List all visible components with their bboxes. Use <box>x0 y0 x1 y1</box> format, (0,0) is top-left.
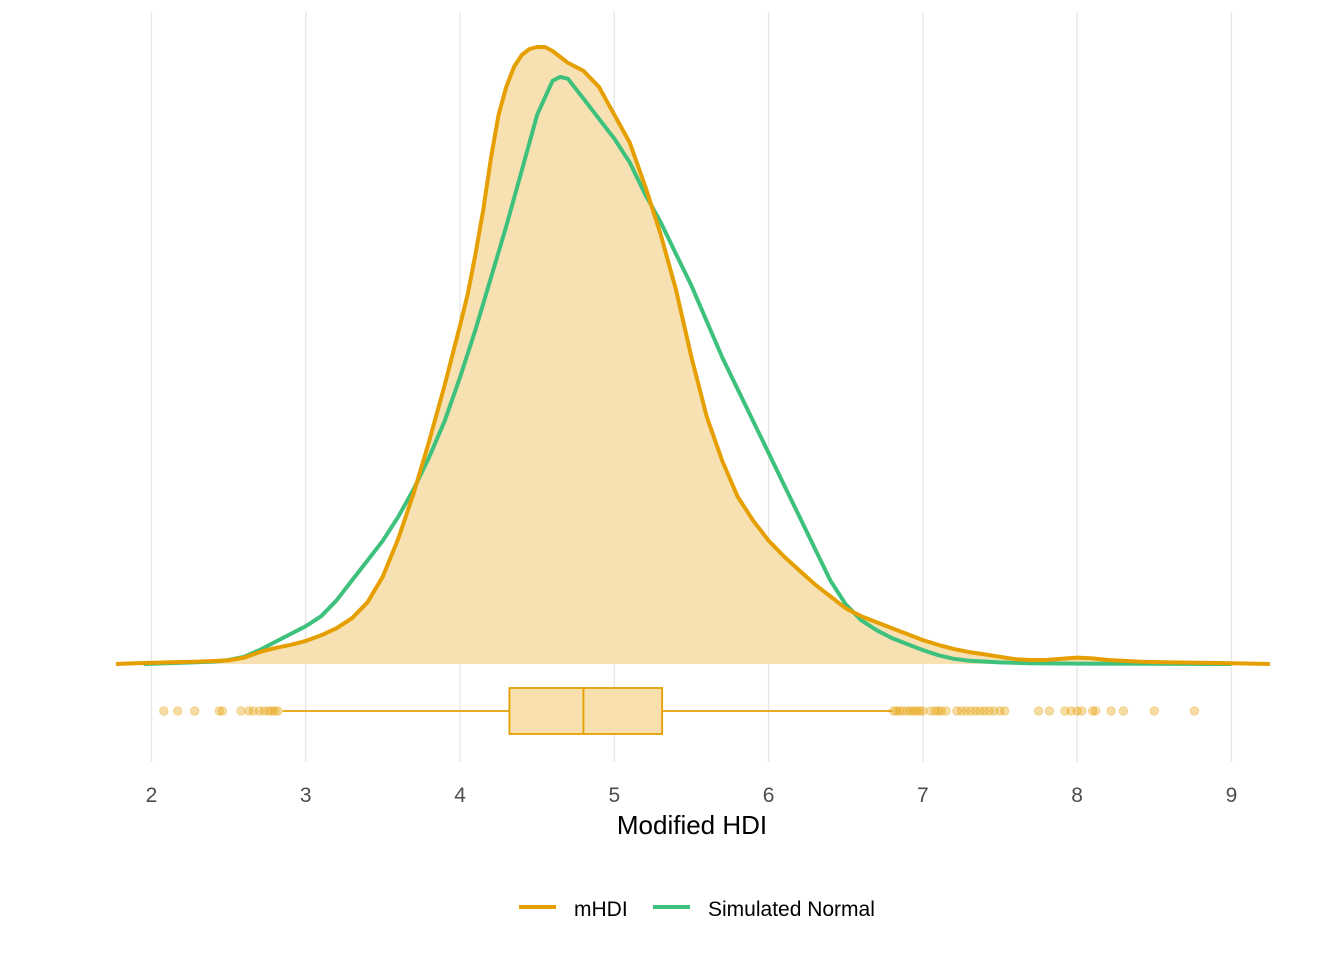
boxplot-outlier <box>270 706 280 716</box>
boxplot-outlier <box>984 706 994 716</box>
boxplot-outlier <box>891 706 902 716</box>
boxplot-outlier <box>908 706 919 716</box>
x-axis-ticks: 2 3 4 5 6 7 8 9 <box>146 784 1238 807</box>
boxplot-outlier <box>236 706 246 716</box>
boxplot-outlier <box>952 706 962 716</box>
density-layer <box>115 45 1271 666</box>
boxplot-outlier <box>1090 706 1101 716</box>
x-tick-label-7: 7 <box>917 784 929 807</box>
boxplot-outlier <box>248 706 259 716</box>
boxplot-outlier <box>961 706 971 716</box>
boxplot-outlier <box>217 706 228 716</box>
legend-label-mhdi: mHDI <box>574 898 628 921</box>
x-axis-title: Modified HDI <box>617 810 767 840</box>
boxplot-box <box>508 687 664 735</box>
boxplot-outlier <box>273 706 283 716</box>
boxplot-outlier <box>1066 706 1076 716</box>
boxplot-outlier <box>999 706 1010 716</box>
legend: mHDI Simulated Normal <box>519 898 875 921</box>
boxplot-outlier <box>979 706 990 716</box>
boxplot-outlier <box>189 706 200 716</box>
boxplot-outlier <box>936 706 947 716</box>
mhdi-density-area <box>116 47 1270 664</box>
boxplot-outlier <box>1033 706 1044 716</box>
boxplot-outlier <box>933 706 944 716</box>
boxplot-outlier <box>895 706 905 716</box>
boxplot-outlier <box>173 706 183 716</box>
boxplot-outlier <box>902 706 913 716</box>
boxplot-outlier <box>1106 706 1116 716</box>
x-tick-label-4: 4 <box>454 784 466 807</box>
boxplot-outlier <box>898 706 908 716</box>
boxplot-outlier <box>267 706 277 716</box>
mhdi-density-line <box>115 45 1271 666</box>
boxplot-outlier <box>159 706 169 716</box>
boxplot-outlier <box>1189 706 1200 716</box>
boxplot-outlier <box>1087 706 1098 716</box>
boxplot-outlier <box>254 706 265 716</box>
boxplot-outlier <box>989 706 999 716</box>
boxplot-outlier <box>1118 706 1129 716</box>
x-tick-label-2: 2 <box>146 784 158 807</box>
boxplot-outlier <box>1060 706 1070 716</box>
boxplot-outlier <box>1072 706 1082 716</box>
boxplot-outlier <box>925 706 936 716</box>
boxplot-outlier <box>966 706 976 716</box>
x-tick-label-9: 9 <box>1226 784 1238 807</box>
boxplot-outlier <box>975 706 985 716</box>
boxplot-outlier <box>243 706 254 716</box>
boxplot-outlier <box>259 706 269 716</box>
boxplot-outlier <box>1077 706 1087 716</box>
legend-label-simulated-normal: Simulated Normal <box>708 898 875 921</box>
x-tick-label-6: 6 <box>763 784 775 807</box>
x-tick-label-8: 8 <box>1071 784 1083 807</box>
boxplot-outlier <box>1044 706 1055 716</box>
simulated-normal-density-line <box>143 74 1232 666</box>
boxplot-outlier <box>912 706 922 716</box>
x-tick-label-3: 3 <box>300 784 312 807</box>
boxplot-outlier <box>1149 706 1159 716</box>
x-tick-label-5: 5 <box>608 784 620 807</box>
boxplot-outlier <box>970 706 981 716</box>
boxplot-outlier <box>905 706 916 716</box>
boxplot-outlier <box>995 706 1005 716</box>
boxplot-outlier <box>930 706 940 716</box>
boxplot-outlier <box>918 706 928 716</box>
boxplot-outlier <box>956 706 967 716</box>
boxplot-outlier <box>888 706 899 716</box>
boxplot-outlier <box>264 706 274 716</box>
boxplot-outlier <box>915 706 925 716</box>
boxplot <box>159 687 1200 735</box>
boxplot-outlier <box>214 706 225 716</box>
boxplot-outlier <box>941 706 951 716</box>
